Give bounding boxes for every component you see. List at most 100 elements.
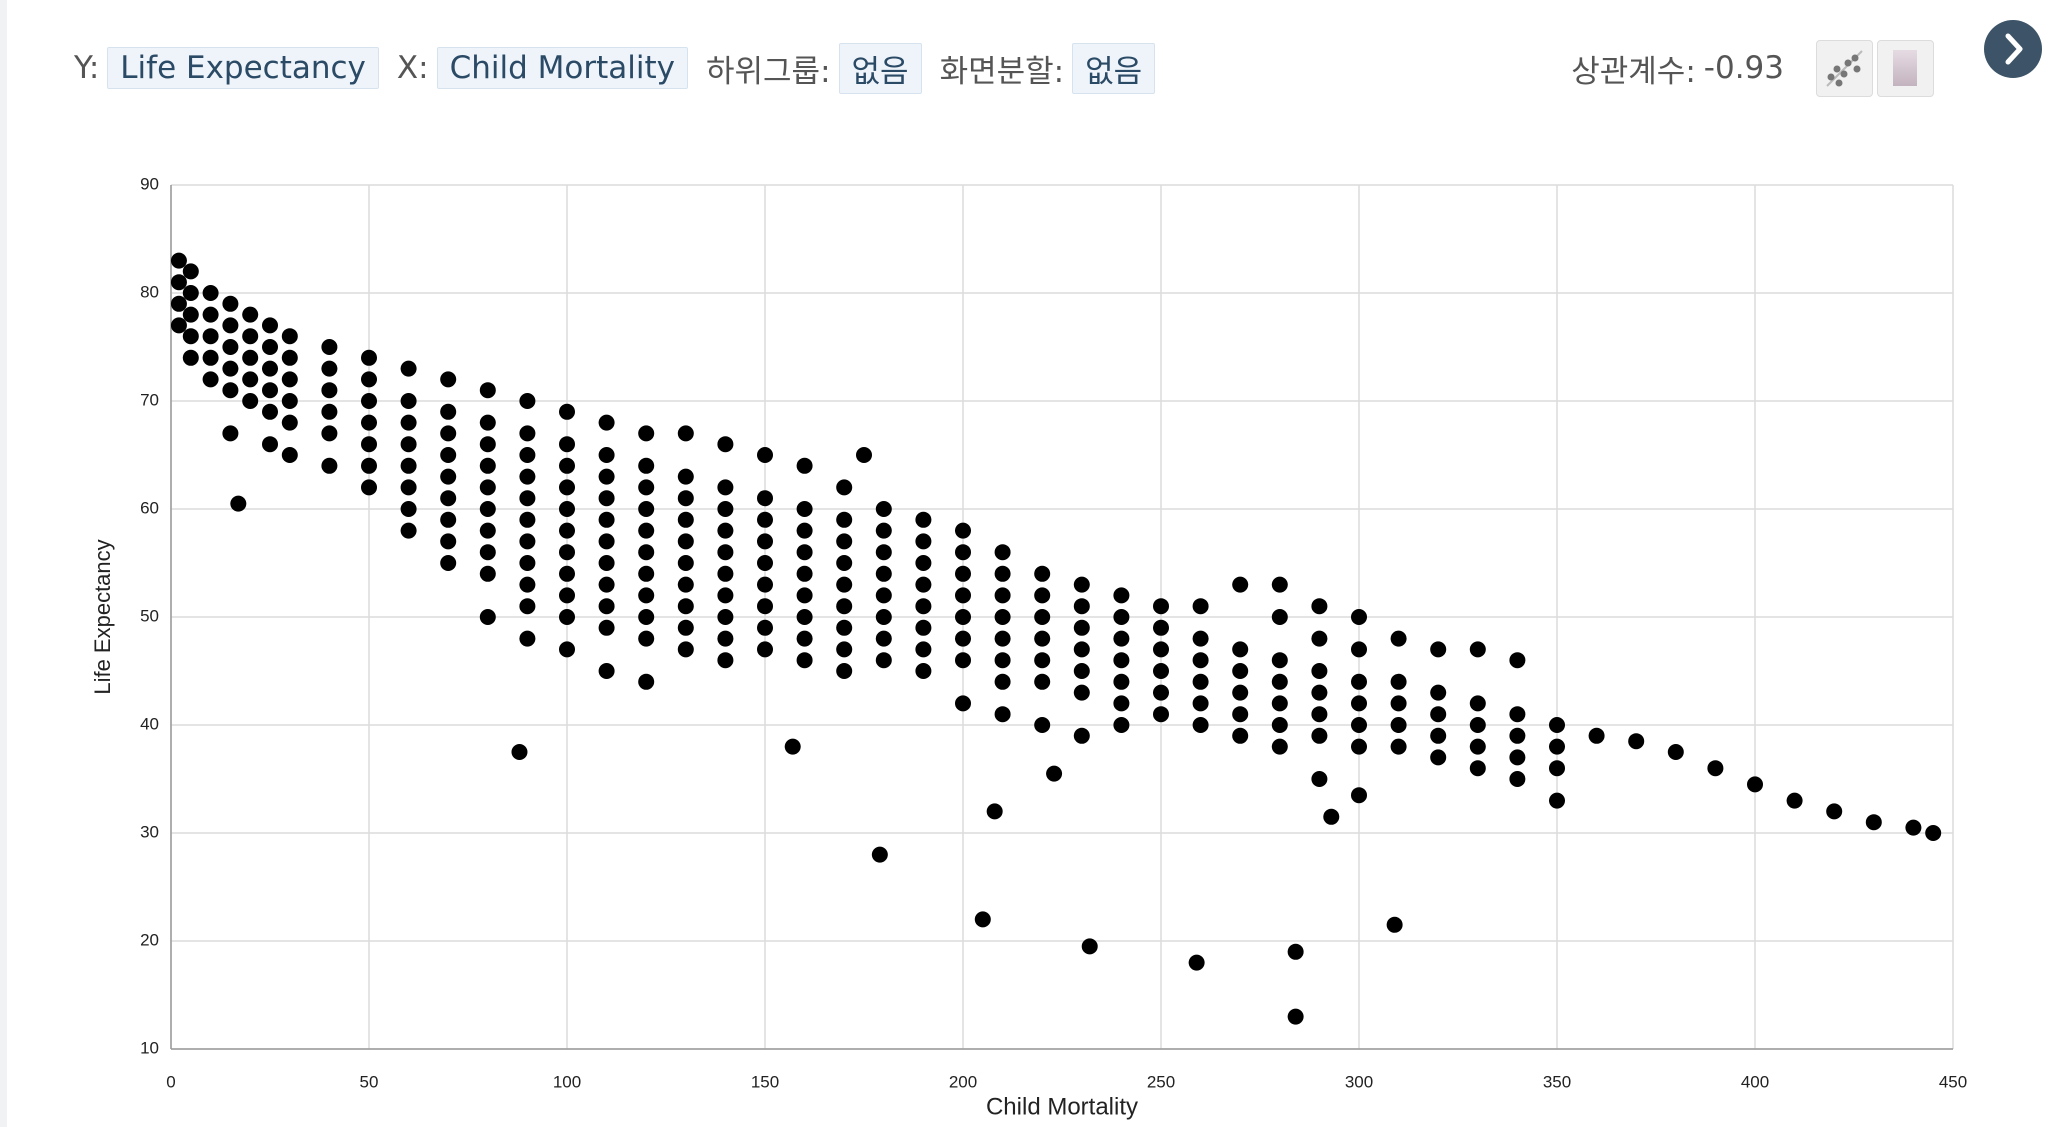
y-select[interactable]: Life Expectancy	[107, 47, 379, 89]
point	[361, 371, 377, 388]
point	[1271, 652, 1288, 669]
point	[440, 511, 457, 528]
point	[1430, 641, 1447, 658]
point	[757, 598, 773, 615]
subgroup-select[interactable]: 없음	[838, 42, 922, 94]
point	[836, 663, 853, 679]
point	[638, 425, 655, 442]
point	[915, 533, 932, 550]
point	[1430, 706, 1447, 723]
point	[1311, 630, 1328, 647]
point	[1153, 641, 1169, 658]
point	[1034, 565, 1051, 582]
point	[638, 587, 655, 604]
point	[974, 911, 991, 928]
point	[598, 663, 615, 679]
point	[796, 630, 813, 647]
y-tick-label: 10	[140, 1038, 159, 1057]
point	[1081, 938, 1098, 955]
point	[717, 587, 734, 604]
point	[598, 447, 615, 463]
toolbar: Y: Life Expectancy X: Child Mortality 하위…	[74, 42, 1173, 94]
point	[479, 457, 496, 474]
x-select[interactable]: Child Mortality	[436, 47, 688, 89]
point	[955, 695, 971, 712]
point	[361, 349, 377, 366]
point	[321, 425, 338, 442]
point	[796, 544, 813, 561]
heatmap-view-button[interactable]	[1877, 40, 1934, 97]
point	[1113, 717, 1130, 733]
scatter-view-button[interactable]	[1816, 40, 1873, 97]
point	[400, 414, 417, 431]
point	[677, 641, 694, 658]
x-tick-label: 250	[1147, 1072, 1175, 1091]
point	[440, 533, 457, 550]
point	[1192, 695, 1209, 712]
point	[1509, 652, 1526, 669]
point	[479, 479, 496, 496]
point	[1188, 954, 1205, 971]
point	[440, 555, 457, 571]
point	[222, 360, 239, 377]
point	[1351, 787, 1367, 804]
point	[994, 673, 1011, 690]
point	[361, 436, 377, 453]
point	[1287, 943, 1304, 960]
point	[170, 295, 187, 312]
point	[1351, 609, 1367, 625]
x-tick-label: 300	[1345, 1072, 1373, 1091]
point	[1311, 771, 1328, 787]
split-label: 화면분할:	[939, 53, 1065, 90]
point	[1707, 760, 1724, 777]
heatmap-icon	[1893, 50, 1917, 86]
point	[440, 425, 457, 442]
point	[1509, 727, 1526, 744]
split-select[interactable]: 없음	[1072, 42, 1156, 94]
point	[955, 652, 971, 669]
point	[519, 468, 536, 485]
y-tick-label: 40	[140, 714, 159, 733]
point	[598, 555, 615, 571]
point	[262, 339, 278, 355]
point	[994, 565, 1011, 582]
point	[440, 490, 457, 507]
point	[1073, 641, 1090, 658]
point	[170, 252, 187, 269]
point	[677, 619, 694, 636]
correlation: 상관계수: -0.93	[1571, 44, 1784, 92]
point	[559, 479, 575, 496]
point	[1469, 717, 1486, 733]
point	[559, 609, 575, 625]
point	[1549, 792, 1565, 809]
point	[1323, 808, 1340, 825]
point	[598, 490, 615, 507]
point	[836, 533, 853, 550]
point	[1153, 619, 1169, 636]
point	[915, 598, 932, 615]
point	[559, 587, 575, 604]
point	[955, 609, 971, 625]
point	[170, 274, 187, 291]
point	[836, 511, 853, 528]
point	[1588, 727, 1605, 744]
point	[400, 501, 417, 517]
x-tick-label: 100	[553, 1072, 581, 1091]
point	[677, 533, 694, 550]
point	[871, 846, 888, 863]
point	[1113, 630, 1130, 647]
point	[1046, 765, 1063, 782]
point	[796, 565, 813, 582]
point	[1192, 652, 1209, 669]
point	[915, 576, 932, 593]
point	[836, 555, 853, 571]
next-button[interactable]	[1984, 20, 2042, 78]
point	[994, 544, 1011, 561]
point	[598, 414, 615, 431]
point	[1469, 641, 1486, 658]
point	[677, 576, 694, 593]
point	[638, 565, 655, 582]
point	[182, 285, 199, 301]
point	[677, 511, 694, 528]
point	[182, 263, 199, 280]
